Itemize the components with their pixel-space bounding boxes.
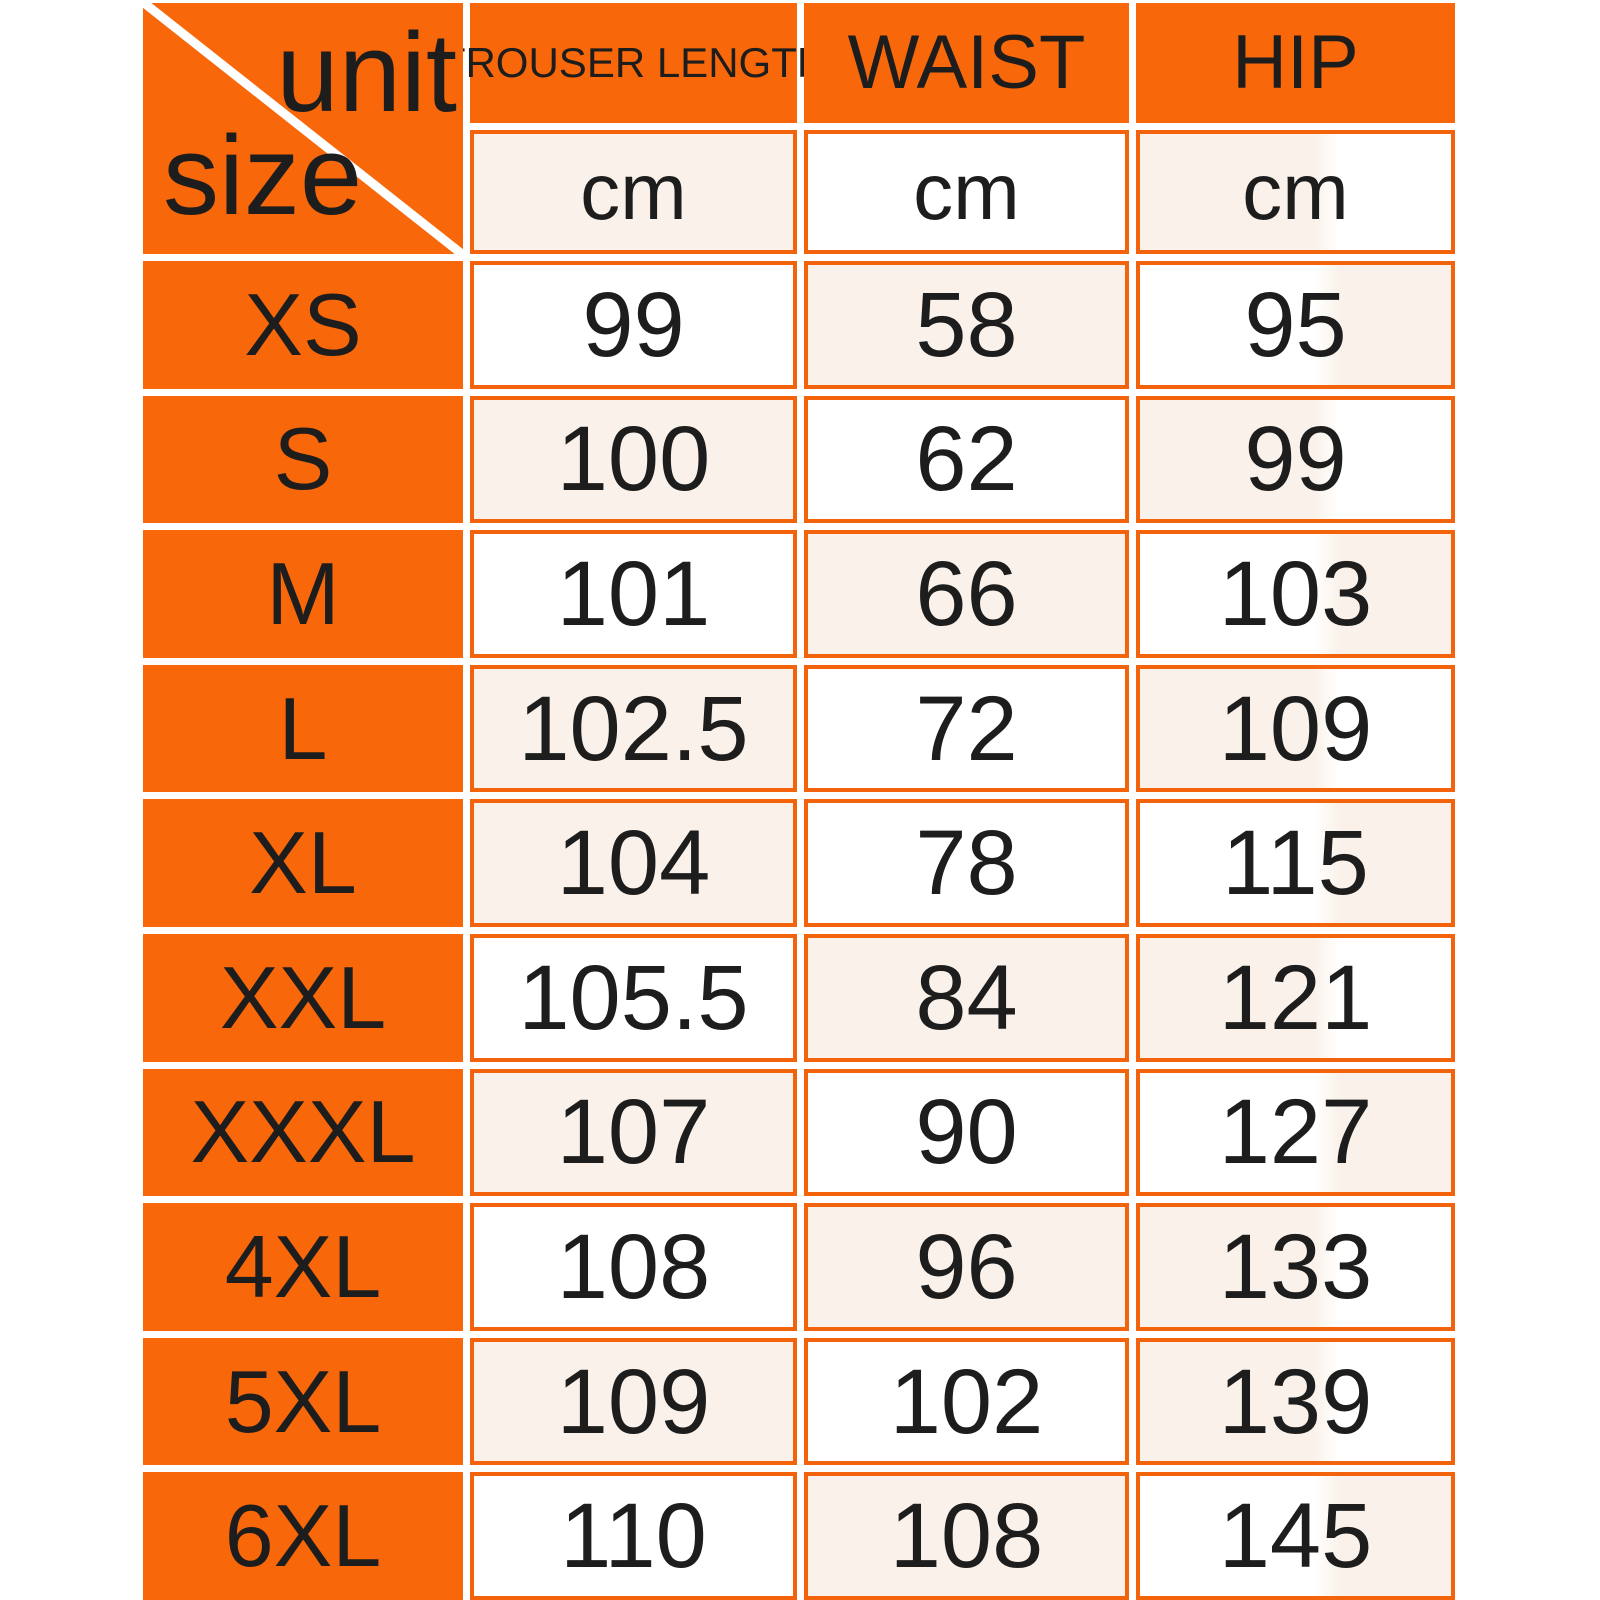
diagonal-divider-line [143, 3, 463, 254]
value-xs-trouser-length: 99 [470, 261, 797, 389]
size-label-m: M [143, 530, 463, 658]
unit-cell-hip: cm [1136, 130, 1455, 254]
value-4xl-hip: 133 [1136, 1203, 1455, 1331]
corner-cell: unit size [143, 3, 463, 254]
value-6xl-trouser-length: 110 [470, 1472, 797, 1600]
size-label-xl: XL [143, 799, 463, 927]
size-label-xs: XS [143, 261, 463, 389]
value-xxxl-waist: 90 [804, 1068, 1129, 1197]
value-6xl-waist: 108 [804, 1472, 1129, 1600]
size-label-l: L [143, 664, 463, 793]
value-s-hip: 99 [1136, 395, 1455, 524]
value-s-waist: 62 [804, 395, 1129, 524]
unit-cell-waist: cm [804, 130, 1129, 254]
value-5xl-waist: 102 [804, 1337, 1129, 1466]
value-l-hip: 109 [1136, 664, 1455, 793]
column-header-waist: WAIST [804, 3, 1129, 123]
value-xxxl-hip: 127 [1136, 1068, 1455, 1197]
value-m-hip: 103 [1136, 530, 1455, 658]
value-xl-waist: 78 [804, 799, 1129, 927]
value-4xl-trouser-length: 108 [470, 1203, 797, 1331]
value-m-trouser-length: 101 [470, 530, 797, 658]
size-chart-table: unit size TROUSER LENGTH WAIST HIP cm cm… [143, 3, 1455, 1600]
unit-cell-trouser-length: cm [470, 130, 797, 254]
value-s-trouser-length: 100 [470, 395, 797, 524]
value-5xl-hip: 139 [1136, 1337, 1455, 1466]
value-l-trouser-length: 102.5 [470, 664, 797, 793]
size-label-5xl: 5XL [143, 1337, 463, 1466]
value-m-waist: 66 [804, 530, 1129, 658]
value-5xl-trouser-length: 109 [470, 1337, 797, 1466]
column-header-hip: HIP [1136, 3, 1455, 123]
value-6xl-hip: 145 [1136, 1472, 1455, 1600]
value-xs-hip: 95 [1136, 261, 1455, 389]
value-l-waist: 72 [804, 664, 1129, 793]
value-xxl-hip: 121 [1136, 933, 1455, 1062]
corner-unit-label: unit [276, 10, 457, 135]
value-xl-trouser-length: 104 [470, 799, 797, 927]
size-label-xxl: XXL [143, 933, 463, 1062]
value-xxl-trouser-length: 105.5 [470, 933, 797, 1062]
size-label-s: S [143, 395, 463, 524]
value-xxl-waist: 84 [804, 933, 1129, 1062]
size-label-6xl: 6XL [143, 1472, 463, 1600]
value-xl-hip: 115 [1136, 799, 1455, 927]
value-xxxl-trouser-length: 107 [470, 1068, 797, 1197]
value-4xl-waist: 96 [804, 1203, 1129, 1331]
size-label-4xl: 4XL [143, 1203, 463, 1331]
size-label-xxxl: XXXL [143, 1068, 463, 1197]
corner-size-label: size [163, 113, 363, 238]
column-header-trouser-length: TROUSER LENGTH [440, 3, 827, 123]
value-xs-waist: 58 [804, 261, 1129, 389]
